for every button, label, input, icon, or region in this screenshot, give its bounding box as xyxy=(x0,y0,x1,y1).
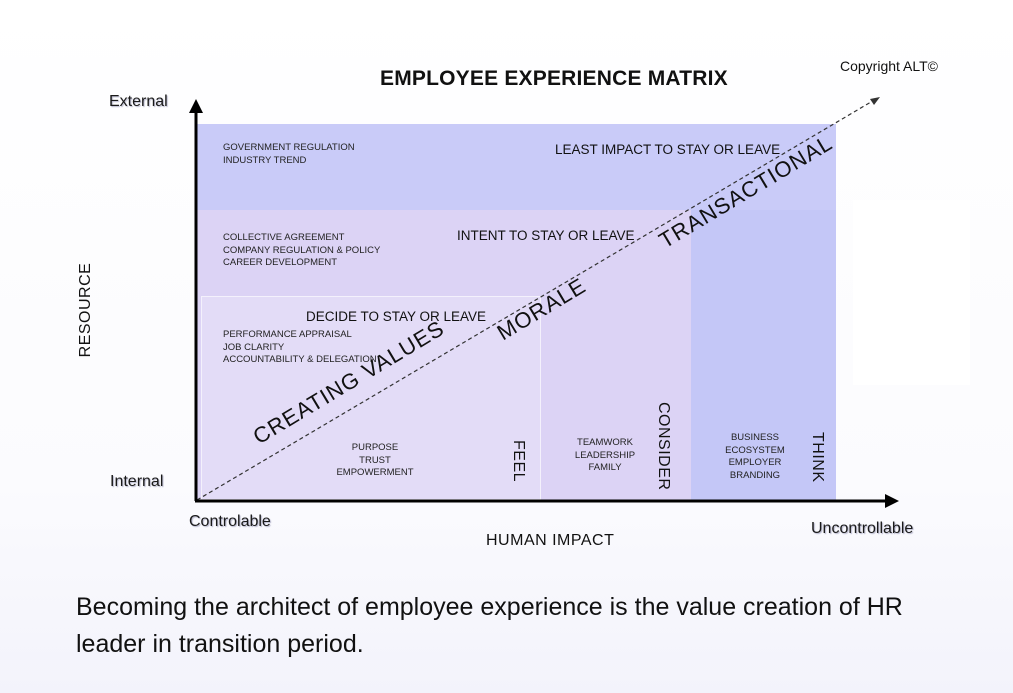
list-item: LEADERSHIP xyxy=(574,449,636,461)
list-item: COMPANY REGULATION & POLICY xyxy=(223,244,381,256)
intent-heading: INTENT TO STAY OR LEAVE xyxy=(457,228,635,243)
decide-items: PERFORMANCE APPRAISAL JOB CLARITY ACCOUN… xyxy=(223,329,377,367)
least-impact-items: GOVERNMENT REGULATION INDUSTRY TREND xyxy=(223,142,355,167)
list-item: TEAMWORK xyxy=(577,437,633,448)
consider-label: CONSIDER xyxy=(655,402,672,491)
list-item: ACCOUNTABILITY & DELEGATION xyxy=(223,354,377,365)
x-axis-arrowhead xyxy=(885,494,899,508)
diagram-title: EMPLOYEE EXPERIENCE MATRIX xyxy=(380,67,728,90)
list-item: BRANDING xyxy=(729,469,781,481)
list-item: JOB CLARITY xyxy=(223,341,285,353)
y-axis-top-label: External xyxy=(109,93,168,110)
list-item: INDUSTRY TREND xyxy=(223,154,307,166)
list-item: BUSINESS xyxy=(730,432,780,443)
copyright-text: Copyright ALT© xyxy=(840,58,938,74)
list-item: CAREER DEVELOPMENT xyxy=(223,257,338,268)
x-axis-left-label: Controlable xyxy=(189,513,271,530)
consider-items: TEAMWORK LEADERSHIP FAMILY xyxy=(565,437,645,475)
list-item: GOVERNMENT REGULATION xyxy=(223,142,355,153)
list-item: EMPLOYER xyxy=(728,457,782,468)
list-item: PERFORMANCE APPRAISAL xyxy=(223,329,352,340)
list-item: EMPOWERMENT xyxy=(336,467,414,478)
region-think-column xyxy=(691,210,836,500)
x-axis-right-label: Uncontrollable xyxy=(811,520,914,537)
diagonal-dashed-line xyxy=(196,98,877,501)
y-axis-title: RESOURCE xyxy=(77,262,94,358)
decide-heading: DECIDE TO STAY OR LEAVE xyxy=(306,309,487,324)
blank-panel xyxy=(853,200,970,385)
list-item: COLLECTIVE AGREEMENT xyxy=(223,232,345,243)
caption-text: Becoming the architect of employee exper… xyxy=(76,593,903,658)
y-axis-bottom-label: Internal xyxy=(110,473,164,490)
think-items: BUSINESS ECOSYSTEM EMPLOYER BRANDING xyxy=(715,432,795,482)
feel-label: FEEL xyxy=(510,440,527,483)
list-item: TRUST xyxy=(359,454,391,466)
intent-items: COLLECTIVE AGREEMENT COMPANY REGULATION … xyxy=(223,232,380,270)
region-decide xyxy=(201,296,541,500)
diagonal-arrowhead xyxy=(870,97,880,105)
y-axis-arrowhead xyxy=(189,99,203,113)
x-axis-title: HUMAN IMPACT xyxy=(486,532,615,549)
region-least-impact xyxy=(197,124,836,210)
list-item: FAMILY xyxy=(588,462,622,473)
think-label: THINK xyxy=(809,432,826,483)
least-impact-heading: LEAST IMPACT TO STAY OR LEAVE xyxy=(555,142,781,157)
feel-items: PURPOSE TRUST EMPOWERMENT xyxy=(330,442,420,480)
list-item: ECOSYSTEM xyxy=(725,444,785,456)
list-item: PURPOSE xyxy=(351,442,399,453)
